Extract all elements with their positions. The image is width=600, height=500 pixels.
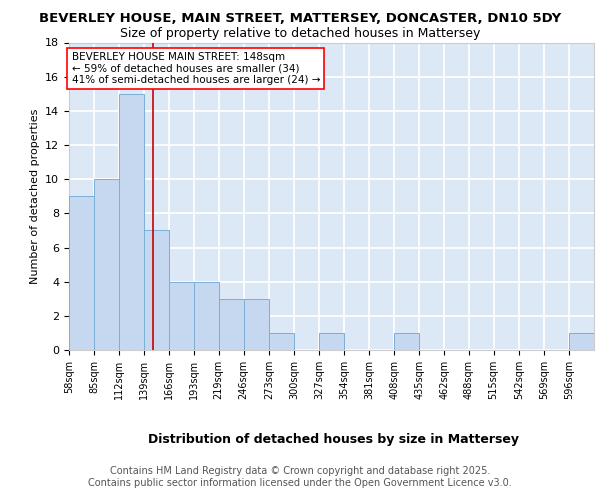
Bar [244,298,269,350]
Bar [169,282,194,350]
Text: BEVERLEY HOUSE MAIN STREET: 148sqm
← 59% of detached houses are smaller (34)
41%: BEVERLEY HOUSE MAIN STREET: 148sqm ← 59%… [71,52,320,85]
Text: Distribution of detached houses by size in Mattersey: Distribution of detached houses by size … [148,432,518,446]
Bar [394,333,419,350]
Text: BEVERLEY HOUSE, MAIN STREET, MATTERSEY, DONCASTER, DN10 5DY: BEVERLEY HOUSE, MAIN STREET, MATTERSEY, … [39,12,561,26]
Bar [94,179,119,350]
Text: Contains HM Land Registry data © Crown copyright and database right 2025.
Contai: Contains HM Land Registry data © Crown c… [88,466,512,487]
Bar [119,94,144,350]
Bar [569,333,594,350]
Text: Size of property relative to detached houses in Mattersey: Size of property relative to detached ho… [120,28,480,40]
Bar [69,196,94,350]
Bar [144,230,169,350]
Y-axis label: Number of detached properties: Number of detached properties [29,108,40,284]
Bar [269,333,294,350]
Bar [319,333,344,350]
Bar [194,282,218,350]
Bar [218,298,244,350]
